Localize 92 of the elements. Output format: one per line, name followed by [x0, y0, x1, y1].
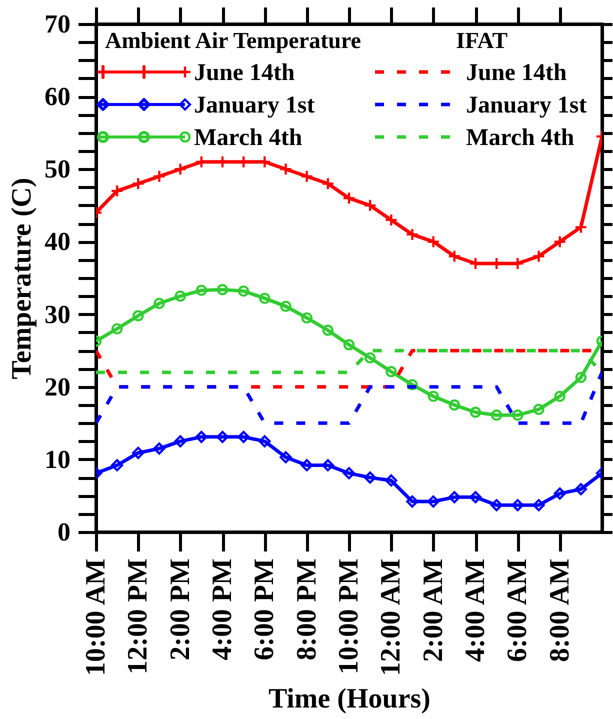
point	[321, 177, 335, 190]
point	[469, 491, 482, 504]
point	[258, 435, 271, 448]
point	[152, 170, 166, 183]
x-tick-label: 6:00 AM	[502, 558, 534, 662]
y-tick-label: 40	[44, 227, 70, 256]
point	[448, 399, 460, 411]
point	[216, 284, 228, 296]
point	[238, 285, 250, 297]
point	[533, 404, 544, 415]
x-tick-label: 10:00 AM	[80, 558, 112, 676]
point	[237, 430, 250, 444]
point	[512, 499, 524, 512]
y-tick-label: 30	[44, 300, 70, 329]
y-tick-label: 0	[58, 518, 70, 546]
point	[279, 162, 292, 176]
point	[132, 177, 145, 190]
point	[512, 410, 524, 421]
y-tick-label: 70	[44, 10, 70, 38]
legend-label: June 14th	[194, 60, 295, 86]
point	[406, 495, 418, 508]
point	[532, 499, 545, 512]
legend-label: June 14th	[466, 60, 567, 86]
point	[553, 235, 566, 248]
point	[448, 491, 461, 504]
point	[132, 310, 144, 322]
point	[406, 228, 419, 242]
point	[132, 446, 144, 459]
point	[174, 162, 187, 176]
point	[448, 250, 462, 263]
point	[280, 451, 292, 464]
point	[406, 379, 418, 390]
point	[195, 430, 208, 444]
point	[364, 471, 376, 484]
x-tick-label: 2:00 AM	[418, 558, 449, 662]
point	[427, 495, 440, 508]
point	[532, 250, 546, 263]
point	[300, 459, 313, 472]
y-tick-label: 50	[44, 154, 70, 184]
point	[574, 220, 588, 234]
legend-label: January 1st	[194, 92, 315, 118]
y-axis-title: Temperature (C)	[6, 178, 38, 380]
point	[574, 483, 588, 496]
y-tick-label: 20	[44, 372, 70, 402]
point	[363, 198, 377, 212]
point	[386, 366, 397, 378]
point	[110, 184, 124, 198]
point	[470, 406, 482, 418]
legend-label: March 4th	[194, 125, 302, 151]
x-tick-label: 2:00 PM	[164, 558, 196, 660]
point	[342, 467, 356, 480]
x-tick-label: 10:00 PM	[334, 558, 364, 674]
point	[322, 459, 334, 472]
text: IFAT	[456, 28, 508, 53]
point	[342, 192, 356, 205]
point	[428, 390, 439, 402]
y-tick-label: 10	[44, 444, 70, 474]
x-tick-label: 12:00 AM	[376, 558, 407, 676]
point	[343, 339, 355, 350]
point	[301, 312, 312, 324]
x-tick-label: 4:00 AM	[460, 558, 491, 662]
legend-label: January 1st	[466, 92, 587, 118]
x-tick-label: 8:00 AM	[544, 558, 576, 662]
point	[154, 298, 165, 309]
point	[426, 235, 440, 248]
point	[384, 213, 398, 227]
point	[575, 372, 587, 384]
point	[490, 499, 503, 512]
y-tick-label: 60	[44, 82, 70, 112]
legend-label: March 4th	[466, 125, 574, 151]
x-axis-title: Time (Hours)	[268, 683, 431, 714]
point	[554, 390, 566, 402]
point	[174, 290, 186, 302]
x-tick-label: 4:00 PM	[207, 558, 238, 660]
text: Ambient Air Temperature	[105, 28, 361, 53]
point	[110, 459, 124, 472]
point	[111, 323, 123, 334]
point	[490, 410, 502, 421]
point	[216, 430, 229, 444]
point	[153, 442, 166, 455]
x-tick-label: 6:00 PM	[249, 558, 280, 660]
point	[554, 487, 566, 500]
point	[300, 170, 314, 183]
point	[364, 352, 376, 364]
x-tick-label: 12:00 PM	[122, 558, 154, 674]
point	[385, 474, 398, 487]
point	[174, 435, 186, 448]
point	[259, 292, 270, 304]
point	[280, 300, 292, 312]
x-tick-label: 8:00 PM	[291, 558, 322, 660]
point	[322, 324, 334, 336]
point	[196, 284, 208, 296]
